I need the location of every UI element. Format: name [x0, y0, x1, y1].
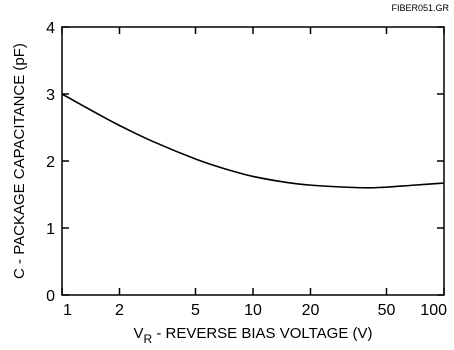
x-tick-label-5: 50	[378, 302, 396, 319]
x-axis-title: VR - REVERSE BIAS VOLTAGE (V)	[133, 325, 372, 346]
x-tick-label-0: 1	[63, 302, 72, 319]
series-layer	[61, 93, 445, 189]
x-tick-label-2: 5	[191, 302, 200, 319]
x-axis-title-main: V	[133, 325, 143, 342]
series-line-0	[61, 93, 445, 189]
figure-id: FIBER051.GR	[391, 3, 449, 13]
y-axis-title: C - PACKAGE CAPACITANCE (pF)	[11, 43, 28, 279]
y-tick-label-0: 0	[46, 288, 55, 305]
plot-frame	[61, 26, 445, 296]
y-tick-label-2: 2	[46, 154, 55, 171]
x-axis-ticks: 1 2 5 10 20 50 100	[61, 27, 447, 319]
x-tick-label-4: 20	[302, 302, 320, 319]
x-tick-label-3: 10	[244, 302, 262, 319]
x-tick-label-6: 100	[420, 302, 447, 319]
x-axis-title-rest: - REVERSE BIAS VOLTAGE (V)	[152, 325, 372, 342]
x-axis-title-subscript: R	[144, 332, 153, 346]
y-tick-label-3: 3	[46, 87, 55, 104]
y-axis-ticks: 0 1 2 3 4	[46, 20, 444, 305]
y-tick-label-1: 1	[46, 221, 55, 238]
x-tick-label-1: 2	[115, 302, 124, 319]
y-tick-label-4: 4	[46, 20, 55, 37]
